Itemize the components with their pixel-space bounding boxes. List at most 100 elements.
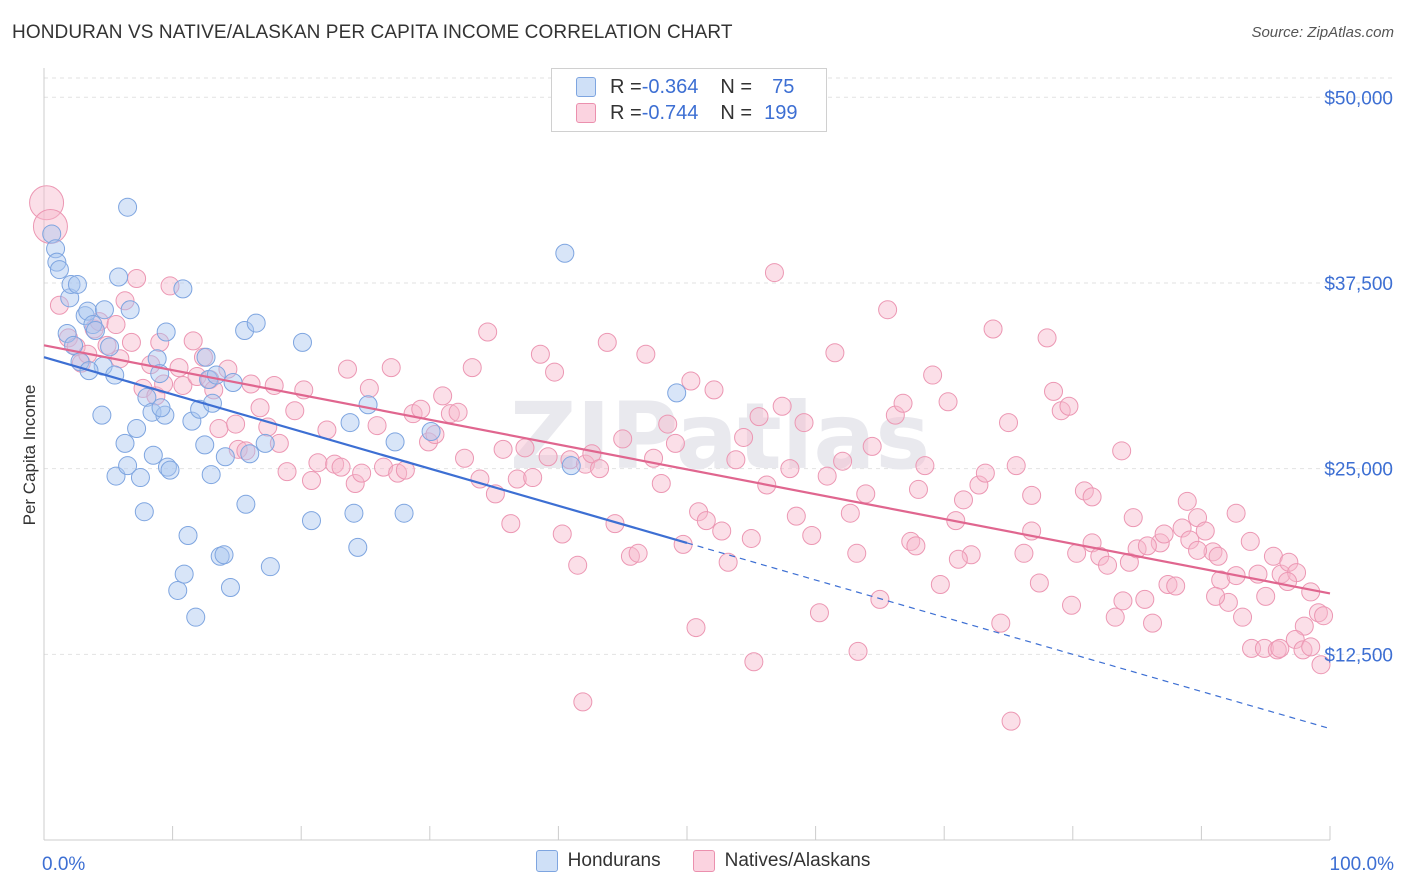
natives-alaskans-point — [870, 589, 890, 609]
natives-alaskans-point — [515, 438, 535, 458]
natives-alaskans-point — [381, 358, 401, 378]
honduran-point — [340, 413, 360, 433]
natives-alaskans-point — [106, 315, 126, 335]
honduran-point — [120, 300, 140, 320]
natives-alaskans-point — [478, 322, 498, 342]
natives-alaskans-point — [127, 269, 147, 289]
natives-alaskans-point — [686, 618, 706, 638]
natives-alaskans-point — [704, 380, 724, 400]
natives-alaskans-point — [411, 399, 431, 419]
honduran-point — [118, 197, 138, 217]
honduran-point — [115, 433, 135, 453]
natives-alaskans-point — [501, 514, 521, 534]
n-label: N = — [720, 101, 753, 124]
natives-alaskans-point — [726, 450, 746, 470]
natives-alaskans-point — [493, 439, 513, 459]
natives-alaskans-point — [1001, 711, 1021, 731]
natives-alaskans-point — [1135, 589, 1155, 609]
natives-alaskans-point — [780, 459, 800, 479]
legend-swatch-hondurans — [535, 850, 558, 872]
natives-alaskans-point — [953, 490, 973, 510]
natives-alaskans-point — [154, 374, 174, 394]
natives-alaskans-point — [523, 468, 543, 488]
natives-alaskans-point — [1285, 629, 1305, 649]
natives-alaskans-point — [665, 433, 685, 453]
watermark: ZIPatlas — [510, 383, 930, 490]
natives-alaskans-point — [269, 433, 289, 453]
natives-alaskans-point — [915, 456, 935, 476]
natives-alaskans-point — [575, 454, 595, 474]
honduran-point — [667, 383, 687, 403]
natives-alaskans-point — [794, 413, 814, 433]
natives-alaskans-point — [1177, 491, 1197, 511]
source-label: Source: ZipAtlas.com — [1251, 24, 1394, 41]
r-value: -0.364 — [641, 75, 699, 98]
natives-alaskans-point — [938, 392, 958, 412]
natives-alaskans-point — [367, 416, 387, 436]
honduran-point — [358, 395, 378, 415]
natives-alaskans-point — [455, 448, 475, 468]
honduran-point — [235, 320, 255, 340]
natives-alaskans-point — [983, 319, 1003, 339]
honduran-point — [196, 347, 216, 367]
natives-alaskans-point — [1029, 573, 1049, 593]
natives-alaskans-point — [1270, 638, 1290, 658]
grid-lines — [44, 77, 1392, 655]
natives-alaskans-point — [433, 386, 453, 406]
honduran-point — [182, 411, 202, 431]
honduran-point — [385, 432, 405, 452]
honduran-point — [220, 577, 240, 597]
natives-alaskans-point — [840, 503, 860, 523]
natives-alaskans-point — [1022, 485, 1042, 505]
natives-alaskans-point — [568, 555, 588, 575]
natives-alaskans-point — [597, 332, 617, 352]
legend-item-natives[interactable]: Natives/Alaskans — [692, 850, 870, 872]
legend: Hondurans Natives/Alaskans — [0, 850, 1406, 872]
natives-alaskans-point — [352, 463, 372, 483]
natives-alaskans-point — [507, 469, 527, 489]
natives-alaskans-point — [1143, 613, 1163, 633]
stats-swatch-natives — [576, 103, 596, 123]
honduran-point — [421, 422, 441, 442]
natives-alaskans-points — [29, 185, 1334, 731]
natives-alaskans-point — [301, 471, 321, 491]
natives-alaskans-point — [1166, 576, 1186, 596]
honduran-point — [301, 511, 321, 531]
natives-alaskans-point — [673, 534, 693, 554]
n-value: 75 — [772, 75, 795, 98]
natives-alaskans-point — [833, 451, 853, 471]
hondurans-trend-extension — [686, 542, 1331, 730]
honduran-point — [292, 332, 312, 352]
natives-alaskans-point — [1172, 518, 1192, 538]
natives-alaskans-point — [764, 263, 784, 283]
natives-alaskans-point — [1278, 572, 1298, 592]
legend-label-hondurans: Hondurans — [567, 850, 661, 871]
natives-alaskans-point — [651, 473, 671, 493]
natives-trend-line — [43, 344, 1331, 595]
hondurans-trend-line — [43, 356, 688, 544]
honduran-point — [178, 525, 198, 545]
honduran-point — [195, 435, 215, 455]
natives-alaskans-point — [331, 457, 351, 477]
natives-alaskans-point — [1308, 603, 1328, 623]
n-label: N = — [720, 75, 753, 98]
honduran-point — [137, 387, 157, 407]
legend-item-hondurans[interactable]: Hondurans — [535, 850, 661, 872]
natives-alaskans-point — [1113, 591, 1133, 611]
honduran-point — [174, 564, 194, 584]
chart-title: HONDURAN VS NATIVE/ALASKAN PER CAPITA IN… — [12, 22, 733, 43]
natives-alaskans-point — [538, 447, 558, 467]
n-value: 199 — [764, 101, 798, 124]
natives-alaskans-point — [809, 603, 829, 623]
natives-alaskans-point — [1311, 655, 1331, 675]
natives-alaskans-point — [236, 441, 256, 461]
y-tick-label: $50,000 — [1324, 88, 1393, 109]
natives-alaskans-point — [991, 613, 1011, 633]
honduran-point — [561, 456, 581, 476]
honduran-point — [118, 456, 138, 476]
honduran-point — [134, 502, 154, 522]
honduran-point — [246, 313, 266, 333]
natives-alaskans-point — [183, 331, 203, 351]
honduran-point — [92, 405, 112, 425]
natives-alaskans-point — [359, 378, 379, 398]
